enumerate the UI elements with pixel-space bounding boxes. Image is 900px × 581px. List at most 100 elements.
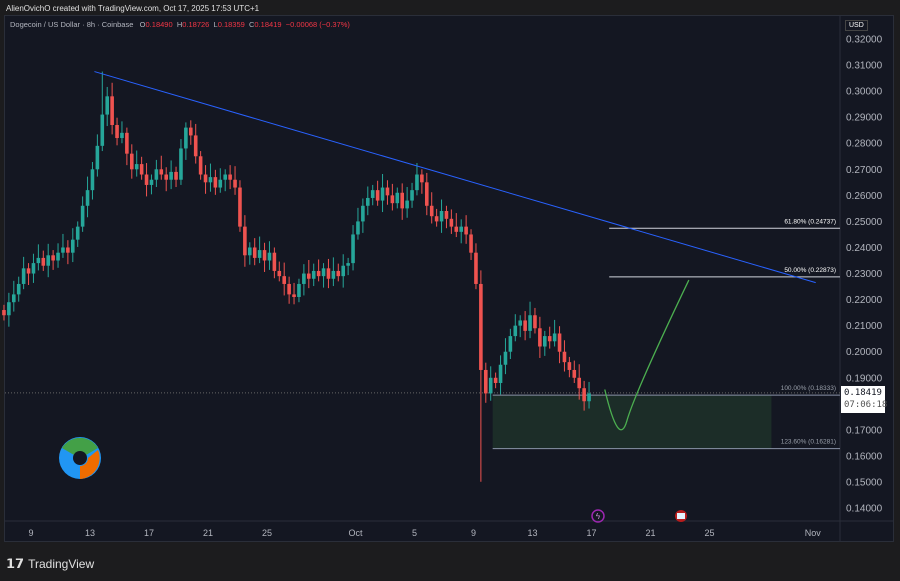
price-tick: 0.23000: [846, 269, 883, 280]
fib-label: 123.60% (0.16281): [781, 439, 836, 446]
fib-label: 50.00% (0.22873): [784, 267, 836, 274]
candle-body: [154, 169, 159, 180]
candle-body: [213, 177, 218, 188]
candle-body: [375, 190, 380, 201]
price-tick: 0.31000: [846, 61, 883, 72]
fib-label: 61.80% (0.24737): [784, 218, 836, 225]
candle-body: [420, 174, 424, 183]
tradingview-logo-icon: 𝟭𝟳: [6, 556, 25, 571]
candle-body: [523, 320, 527, 331]
projection-curve: [604, 279, 690, 431]
candle-body: [518, 320, 523, 326]
candle-body: [351, 234, 355, 264]
candle-body: [474, 252, 478, 284]
candle-body: [110, 96, 114, 125]
candle-body: [538, 328, 542, 347]
candle-body: [311, 270, 316, 279]
candle-body: [503, 351, 508, 365]
candle-body: [341, 265, 346, 277]
credit-text: AlienOvichO created with TradingView.com…: [6, 4, 260, 13]
candle-body: [184, 127, 188, 149]
candle-body: [469, 234, 473, 253]
candle-body: [31, 263, 36, 274]
candle-body: [129, 153, 134, 170]
candle-body: [582, 388, 586, 402]
candle-body: [277, 270, 282, 277]
candle-body: [547, 336, 552, 342]
candle-body: [21, 268, 26, 284]
time-tick: 17: [586, 528, 596, 538]
brand-logo-icon: [73, 451, 87, 465]
candle-body: [385, 187, 390, 196]
candle-body: [179, 148, 183, 180]
candle-body: [464, 226, 468, 235]
last-price-label: 0.18419 07:06:18: [841, 386, 887, 413]
candle-body: [415, 174, 419, 191]
candle-body: [174, 171, 178, 180]
candle-body: [134, 164, 139, 170]
time-tick: 13: [527, 528, 537, 538]
candle-body: [228, 174, 232, 180]
candle-body: [90, 169, 95, 191]
price-tick: 0.21000: [846, 321, 883, 332]
candle-body: [169, 171, 173, 180]
high-value: 0.18726: [182, 20, 210, 29]
time-tick: 13: [85, 528, 95, 538]
time-tick: Oct: [348, 528, 363, 538]
candle-body: [410, 190, 414, 201]
candle-body: [493, 377, 498, 383]
candle-body: [365, 197, 370, 206]
candle-body: [292, 294, 296, 297]
candle-body: [424, 182, 429, 206]
candle-body: [370, 190, 375, 198]
candle-body: [533, 315, 537, 329]
candle-body: [498, 364, 503, 383]
candle-body: [61, 247, 65, 253]
candle-body: [115, 124, 119, 139]
candle-body: [528, 315, 532, 331]
candle-body: [577, 377, 582, 389]
candle-body: [257, 250, 262, 258]
price-tick: 0.22000: [846, 295, 883, 306]
candle-body: [287, 283, 291, 295]
candle-body: [400, 192, 405, 209]
price-tick: 0.28000: [846, 139, 883, 150]
candle-body: [361, 205, 365, 222]
candle-body: [306, 273, 311, 279]
price-tick: 0.30000: [846, 87, 883, 98]
price-tick: 0.16000: [846, 451, 883, 462]
candle-body: [267, 252, 272, 261]
candle-body: [218, 179, 223, 188]
candle-body: [203, 174, 208, 183]
candle-body: [159, 169, 164, 175]
candle-body: [336, 270, 341, 277]
candle-body: [572, 369, 577, 378]
candle-body: [149, 179, 154, 185]
candle-body: [198, 156, 203, 175]
candle-body: [51, 255, 55, 261]
event-lightning-icon: ϟ: [596, 512, 601, 521]
candle-body: [11, 294, 16, 303]
candle-body: [252, 247, 257, 258]
candle-body: [238, 187, 242, 227]
candle-body: [297, 283, 301, 297]
tradingview-footer: 𝟭𝟳 TradingView: [6, 556, 94, 572]
price-tick: 0.25000: [846, 217, 883, 228]
candle-body: [444, 210, 449, 219]
candle-body: [120, 132, 124, 139]
candle-body: [272, 252, 277, 271]
chart-panel[interactable]: [4, 15, 894, 542]
candle-body: [105, 96, 110, 115]
brand-logo-icon: [80, 450, 100, 479]
currency-button[interactable]: USD: [845, 20, 868, 31]
candle-body: [139, 164, 144, 175]
close-value: 0.18419: [254, 20, 282, 29]
candle-body: [302, 273, 306, 284]
candle-body: [193, 135, 198, 157]
candle-body: [41, 257, 46, 266]
time-tick: 9: [28, 528, 33, 538]
price-tick: 0.20000: [846, 347, 883, 358]
candle-body: [70, 239, 75, 253]
candle-body: [331, 270, 336, 279]
